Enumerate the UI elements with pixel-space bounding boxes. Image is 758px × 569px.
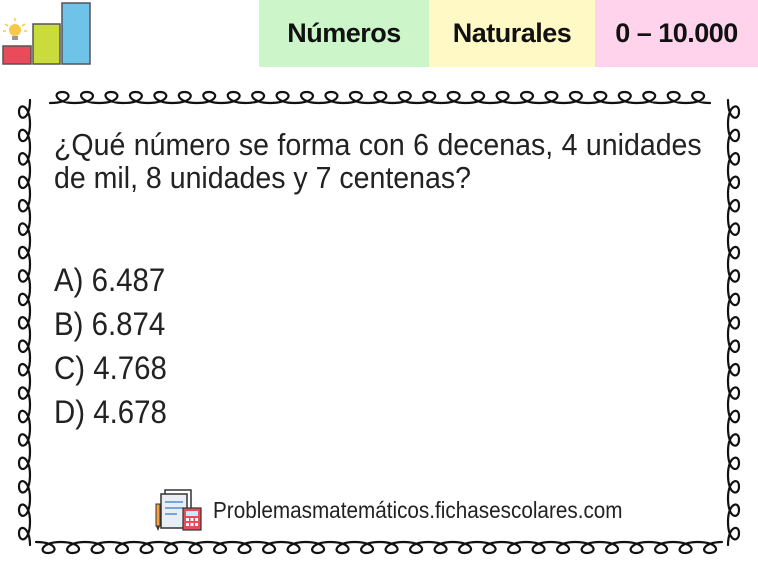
tab-naturales: Naturales [429, 0, 595, 67]
border-loop-strip [726, 98, 741, 547]
border-loop-strip [34, 540, 724, 555]
footer-site-text: Problemasmatemáticos.fichasescolares.com [213, 496, 623, 523]
worksheet-calculator-icon [155, 489, 202, 531]
curly-border-frame [17, 90, 741, 555]
footer: Problemasmatemáticos.fichasescolares.com [155, 488, 668, 532]
tab-numeros: Números [259, 0, 429, 67]
option-c[interactable]: C) 4.768 [54, 350, 167, 386]
question-text: ¿Qué número se forma con 6 decenas, 4 un… [54, 127, 702, 195]
tab-range: 0 – 10.000 [595, 0, 758, 67]
border-loop-strip [17, 98, 32, 547]
option-b[interactable]: B) 6.874 [54, 306, 166, 342]
border-loop-strip [48, 90, 712, 105]
option-d[interactable]: D) 4.678 [54, 394, 167, 430]
option-a[interactable]: A) 6.487 [54, 262, 166, 298]
header: Números Naturales 0 – 10.000 [0, 0, 758, 68]
answer-options: A) 6.487 B) 6.874 C) 4.768 D) 4.678 [54, 258, 177, 434]
bar-chart-lightbulb-icon [2, 2, 91, 65]
